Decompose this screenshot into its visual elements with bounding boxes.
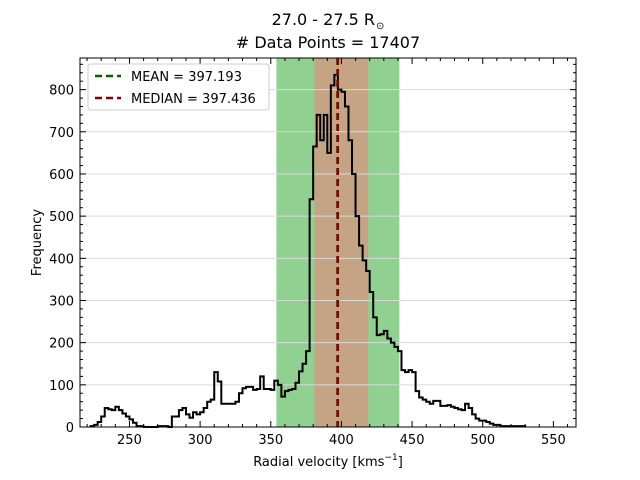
- legend-median-label: MEDIAN = 397.436: [131, 92, 256, 107]
- y-axis-label: Frequency: [30, 209, 45, 276]
- histogram-series: [89, 73, 527, 428]
- chart-title-line1: 27.0 - 27.5 R⊙: [271, 10, 385, 32]
- y-tick-label: 500: [49, 210, 74, 225]
- x-tick-label: 250: [117, 433, 142, 448]
- band-inner: [314, 58, 369, 427]
- x-tick-label: 300: [188, 433, 213, 448]
- y-tick-label: 0: [66, 421, 74, 436]
- x-tick-label: 500: [470, 433, 495, 448]
- x-tick-label: 450: [400, 433, 425, 448]
- y-tick-label: 400: [49, 252, 74, 267]
- legend-box: [87, 63, 270, 111]
- y-tick-label: 600: [49, 168, 74, 183]
- confidence-bands: [276, 58, 400, 427]
- legend-mean-label: MEAN = 397.193: [131, 70, 242, 85]
- plot-frame: [79, 57, 577, 428]
- y-tick-label: 800: [49, 84, 74, 99]
- x-tick-label: 550: [541, 433, 566, 448]
- grid-lines: [80, 89, 576, 386]
- histogram-step-line: [89, 73, 527, 428]
- chart-title-line2: # Data Points = 17407: [235, 33, 421, 52]
- legend: MEAN = 397.193 MEDIAN = 397.436: [87, 63, 270, 111]
- axis-ticks: 250 300 350 400 450 500 550 0 100 200 300 400 500 600…: [49, 58, 576, 448]
- y-tick-label: 300: [49, 294, 74, 309]
- sun-symbol: ⊙: [376, 21, 385, 32]
- x-tick-label: 400: [329, 433, 354, 448]
- y-tick-label: 700: [49, 126, 74, 141]
- y-tick-label: 200: [49, 337, 74, 352]
- x-axis-label: Radial velocity [kms−1]: [253, 453, 403, 470]
- y-tick-label: 100: [49, 379, 74, 394]
- x-tick-label: 350: [258, 433, 283, 448]
